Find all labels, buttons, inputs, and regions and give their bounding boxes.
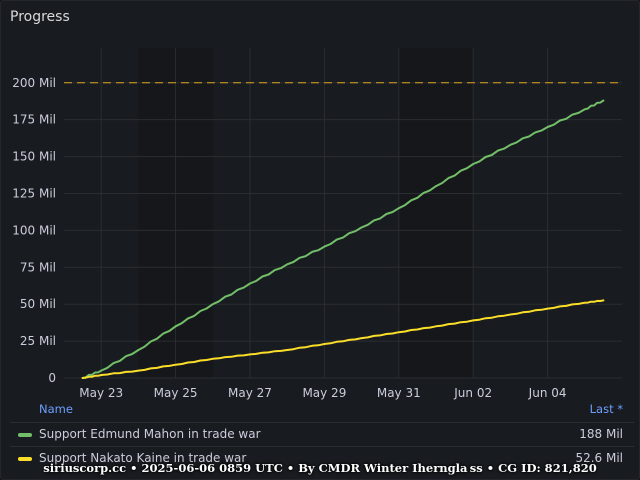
series-color-swatch bbox=[18, 457, 32, 461]
y-tick-label: 150 Mil bbox=[12, 150, 56, 164]
y-tick-label: 175 Mil bbox=[12, 113, 56, 127]
x-tick-label: Jun 04 bbox=[528, 386, 567, 400]
panel-title[interactable]: Progress bbox=[10, 9, 70, 25]
legend-row-mahon[interactable]: Support Edmund Mahon in trade war 188 Mi… bbox=[10, 422, 634, 445]
legend-last-header[interactable]: Last * bbox=[589, 402, 623, 416]
y-tick-label: 100 Mil bbox=[12, 223, 56, 237]
series-line-mahon bbox=[81, 99, 605, 379]
y-tick-label: 50 Mil bbox=[20, 297, 56, 311]
legend-series-name: Support Edmund Mahon in trade war bbox=[39, 427, 261, 441]
series-line-kaine bbox=[81, 299, 605, 379]
x-tick-label: May 29 bbox=[302, 386, 346, 400]
y-tick-label: 0 bbox=[48, 371, 56, 385]
y-tick-label: 200 Mil bbox=[12, 76, 56, 90]
progress-chart: 0 25 Mil 50 Mil 75 Mil 100 Mil 125 Mil 150 Mil… bbox=[12, 48, 622, 400]
y-tick-label: 75 Mil bbox=[20, 260, 56, 274]
legend-name-header[interactable]: Name bbox=[39, 402, 73, 416]
x-tick-label: May 23 bbox=[79, 386, 123, 400]
legend-series-last: 188 Mil bbox=[579, 427, 623, 441]
y-tick-label: 25 Mil bbox=[20, 334, 56, 348]
x-tick-label: May 25 bbox=[154, 386, 198, 400]
time-band bbox=[398, 48, 474, 378]
y-tick-label: 125 Mil bbox=[12, 186, 56, 200]
x-tick-label: May 27 bbox=[228, 386, 272, 400]
footer-watermark: siriuscorp.cc • 2025-06-06 0859 UTC • By… bbox=[43, 461, 597, 475]
legend-series-last: 52.6 Mil bbox=[575, 451, 623, 465]
legend-series-name: Support Nakato Kaine in trade war bbox=[39, 451, 247, 465]
series-color-swatch bbox=[18, 433, 32, 437]
legend-row-kaine[interactable]: Support Nakato Kaine in trade war 52.6 M… bbox=[10, 446, 634, 469]
x-tick-label: May 31 bbox=[377, 386, 421, 400]
x-tick-label: Jun 02 bbox=[453, 386, 492, 400]
